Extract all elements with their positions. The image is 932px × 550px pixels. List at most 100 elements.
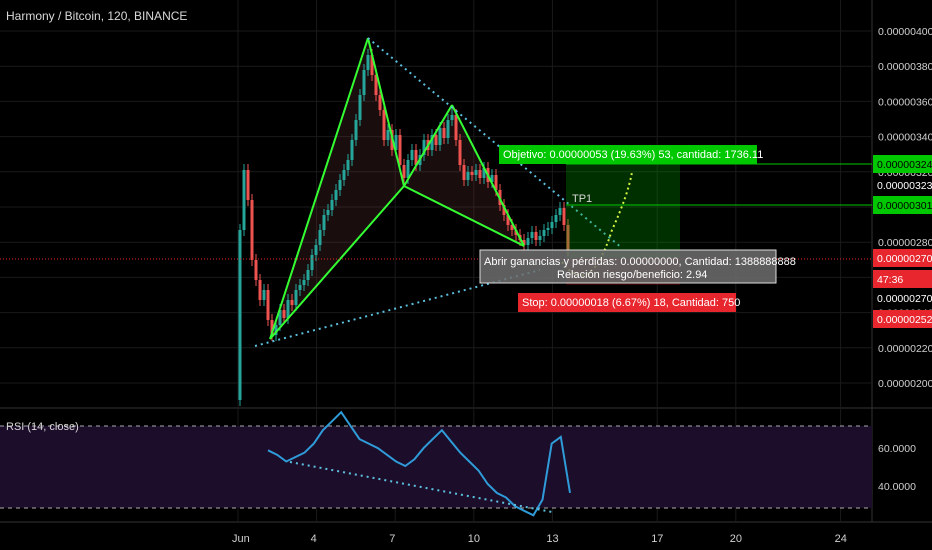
candle-body <box>374 75 378 95</box>
price-marker-label: 47:36 <box>877 274 903 286</box>
candle-body <box>506 215 510 225</box>
price-tick-label: 0.00000220 <box>878 343 932 355</box>
candle-body <box>482 168 486 178</box>
candle-body <box>282 310 286 318</box>
candle-body <box>270 320 274 335</box>
chart-title: Harmony / Bitcoin, 120, BINANCE <box>6 9 187 23</box>
candle-body <box>354 120 358 140</box>
target-zone[interactable] <box>566 164 680 258</box>
price-tick-label: 0.00000280 <box>878 237 932 249</box>
stop-label: Stop: 0.00000018 (6.67%) 18, Cantidad: 7… <box>522 297 740 309</box>
candle-body <box>502 205 506 215</box>
candle-body <box>382 110 386 140</box>
candle-body <box>450 115 454 120</box>
candle-body <box>358 95 362 120</box>
candle-body <box>442 128 446 138</box>
target-label-box[interactable] <box>499 145 757 164</box>
resistance-trendline <box>367 37 623 249</box>
tp1-label: TP1 <box>572 193 592 205</box>
candle-body <box>350 140 354 160</box>
candle-body <box>526 238 530 245</box>
main-pane[interactable] <box>0 0 872 407</box>
price-marker <box>873 270 932 288</box>
candle-body <box>238 230 242 400</box>
candle-body <box>318 230 322 245</box>
pattern-leg-xb <box>269 185 405 340</box>
price-marker <box>873 310 932 328</box>
candle-body <box>342 170 346 180</box>
candle-body <box>362 70 366 95</box>
candle-body <box>250 200 254 260</box>
candle-body <box>406 160 410 178</box>
candle-body <box>334 190 338 200</box>
candle-body <box>266 290 270 320</box>
rsi-title: RSI (14, close) <box>6 421 79 433</box>
candle-body <box>470 172 474 175</box>
price-tick-label: 0.00000360 <box>878 96 932 108</box>
pattern-leg-bd <box>403 185 525 247</box>
pnl-box[interactable] <box>479 249 777 284</box>
candle-body <box>494 175 498 190</box>
time-tick-label: 4 <box>311 533 317 545</box>
candle-body <box>330 200 334 210</box>
rsi-tick-label: 60.0000 <box>878 443 916 455</box>
candle-body <box>410 150 414 160</box>
candle-body <box>254 260 258 280</box>
candle-body <box>458 140 462 165</box>
candle-body <box>386 130 390 140</box>
candle-body <box>538 236 542 240</box>
price-marker-label: 0.00000324 <box>877 159 932 171</box>
candle-body <box>314 245 318 255</box>
candle-body <box>562 208 566 225</box>
candle-body <box>414 150 418 165</box>
price-tick-label: 0.00000380 <box>878 61 932 73</box>
candle-body <box>530 232 534 238</box>
price-marker <box>873 249 932 267</box>
candle-body <box>474 170 478 175</box>
candle-body <box>446 120 450 138</box>
price-marker <box>873 196 932 214</box>
price-marker-label: 0.00000323 <box>877 180 932 192</box>
price-marker-label: 0.00000252 <box>877 314 932 326</box>
price-marker <box>873 176 932 194</box>
candle-body <box>370 55 374 75</box>
time-tick-label: 17 <box>651 533 663 545</box>
candle-body <box>490 175 494 182</box>
candle-body <box>466 172 470 180</box>
candle-body <box>258 280 262 300</box>
support-trendline <box>254 269 541 347</box>
candle-body <box>542 230 546 236</box>
candle-body <box>338 180 342 190</box>
rsi-band <box>0 426 872 508</box>
candle-body <box>566 225 570 250</box>
ratio-label: Relación riesgo/beneficio: 2.94 <box>557 269 707 281</box>
candle-body <box>478 170 482 178</box>
price-tick-label: 0.00000400 <box>878 26 932 38</box>
time-tick-label: 24 <box>835 533 847 545</box>
rsi-trendline <box>289 461 553 513</box>
candle-body <box>422 140 426 155</box>
price-marker-label: 0.00000301 <box>877 200 932 212</box>
rsi-line <box>267 410 571 517</box>
candle-body <box>298 285 302 290</box>
time-tick-label: 7 <box>389 533 395 545</box>
candle-body <box>554 215 558 222</box>
candle-body <box>434 135 438 145</box>
candle-body <box>246 170 250 200</box>
candle-body <box>430 135 434 150</box>
stop-label-box[interactable] <box>518 293 736 312</box>
candle-body <box>438 128 442 145</box>
candle-body <box>534 232 538 240</box>
candle-body <box>522 240 526 245</box>
candle-body <box>286 300 290 318</box>
candle-body <box>274 325 278 335</box>
candle-body <box>366 55 370 70</box>
candle-body <box>262 290 266 300</box>
candle-body <box>550 222 554 228</box>
price-marker-label: 0.00000270 <box>877 253 932 265</box>
price-tick-label: 0.00000200 <box>878 378 932 390</box>
candle-body <box>346 160 350 170</box>
price-tick-label: 0.00000340 <box>878 132 932 144</box>
candle-body <box>558 208 562 215</box>
